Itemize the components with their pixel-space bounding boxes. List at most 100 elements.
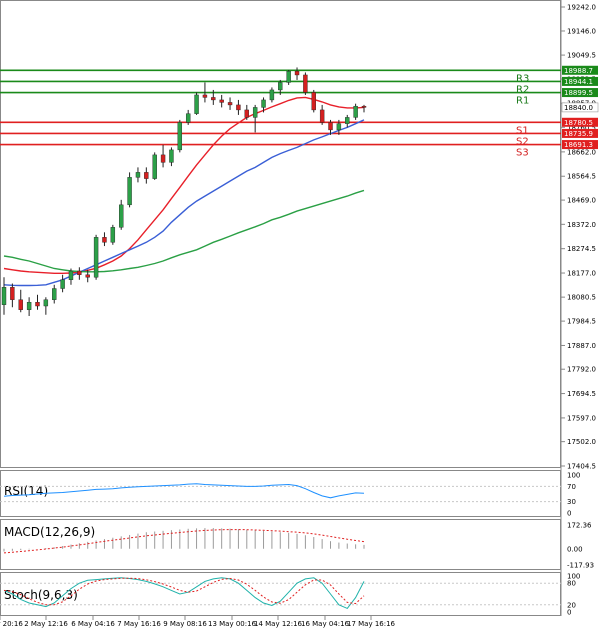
y-tick-label: 17597.0 — [567, 414, 596, 422]
candle — [261, 97, 266, 113]
rsi-tick-label: 70 — [567, 483, 576, 491]
stoch-label: Stoch(9,6,3) — [4, 588, 78, 602]
y-tick-label: 18177.0 — [567, 270, 596, 278]
candle-body-up — [60, 279, 65, 289]
candle-body-up — [43, 299, 49, 307]
main-pane — [0, 0, 561, 468]
candle-body-up — [127, 177, 132, 206]
candle-body-up — [119, 204, 124, 228]
candle — [227, 97, 233, 110]
candle — [319, 104, 325, 125]
candle-body-up — [169, 149, 174, 163]
level-name-s1: S1 — [516, 125, 529, 136]
candle — [144, 167, 149, 184]
candle-body-up — [269, 89, 275, 101]
candle — [93, 234, 99, 280]
stoch-pane — [0, 572, 561, 616]
y-tick-label: 18564.5 — [567, 173, 596, 181]
candle — [177, 119, 183, 153]
x-tick-label: 2 May 12:16 — [24, 620, 68, 628]
candle-body-down — [219, 99, 224, 103]
candle-body-down — [227, 102, 233, 106]
candle — [294, 67, 300, 80]
candle-body-down — [244, 109, 249, 118]
candle-body-down — [85, 274, 90, 278]
level-badge-text-r1: 18899.5 — [564, 89, 593, 97]
candle — [160, 144, 166, 168]
y-tick-label: 18469.0 — [567, 197, 596, 205]
candle — [211, 89, 216, 105]
candle-body-down — [361, 105, 367, 108]
macd-tick-label: 0.00 — [567, 545, 583, 553]
candle-body-down — [202, 94, 208, 98]
candle — [60, 274, 65, 293]
candle-body-down — [18, 299, 23, 310]
level-name-r2: R2 — [516, 84, 529, 95]
level-badge-text-r2: 18944.1 — [564, 78, 593, 86]
candle-body-up — [1, 287, 7, 305]
candle-body-down — [236, 104, 241, 111]
candle — [303, 72, 308, 95]
candle-body-up — [152, 154, 157, 179]
candle-body-up — [278, 82, 283, 91]
level-badge-s1 — [562, 117, 598, 127]
candle-body-up — [194, 94, 199, 114]
level-name-s2: S2 — [516, 136, 529, 147]
macd-label: MACD(12,26,9) — [4, 525, 95, 539]
candle-body-up — [286, 70, 291, 83]
moving-averages — [3, 96, 365, 287]
candle — [1, 277, 7, 315]
level-badge-r2 — [562, 76, 598, 86]
candle-body-up — [252, 107, 258, 118]
candle-body-up — [336, 123, 342, 131]
level-name-s3: S3 — [516, 148, 529, 159]
candle-body-up — [135, 172, 141, 178]
x-tick-label: 30 Apr 20:16 — [0, 620, 23, 628]
candle — [85, 269, 90, 283]
candle — [336, 119, 342, 135]
y-tick-label: 17502.0 — [567, 438, 596, 446]
y-tick-label: 18662.0 — [567, 148, 596, 156]
rsi-line — [3, 483, 365, 499]
stoch-tick-label: 100 — [567, 573, 580, 581]
candle-body-up — [26, 302, 32, 310]
candle-body-down — [311, 92, 316, 111]
candle — [269, 87, 275, 103]
level-badge-text-r3: 18988.7 — [564, 67, 593, 75]
candles — [1, 67, 367, 316]
y-tick-label: 17984.5 — [567, 318, 596, 326]
level-badge-text-s2: 18735.9 — [564, 130, 593, 138]
candle — [77, 267, 82, 280]
x-tick-label: 16 May 04:16 — [301, 620, 350, 628]
candle-body-down — [102, 237, 107, 243]
y-tick-label: 18080.5 — [567, 294, 596, 302]
y-tick-label: 18760.5 — [567, 124, 596, 132]
candle — [194, 92, 199, 115]
y-tick-label: 18372.0 — [567, 221, 596, 229]
candle — [252, 104, 258, 133]
level-badge-text-s3: 18691.3 — [564, 141, 593, 149]
candle — [286, 69, 291, 85]
candle-body-down — [77, 270, 82, 275]
candle — [311, 89, 316, 113]
candle-body-down — [328, 122, 333, 131]
candle — [219, 94, 224, 108]
macd-signal-line — [3, 529, 365, 554]
candle — [169, 147, 174, 167]
candle-body-up — [52, 288, 57, 300]
candle — [353, 103, 358, 120]
candle — [278, 79, 283, 95]
candle — [236, 99, 241, 115]
candle-body-up — [93, 237, 99, 278]
level-badge-r3 — [562, 65, 598, 75]
current-price-badge — [561, 102, 599, 113]
candle-body-down — [211, 97, 216, 101]
candle — [52, 284, 57, 304]
candle-body-up — [353, 105, 358, 118]
level-badge-s2 — [562, 128, 598, 138]
price-badges: 18988.7 18944.1 18899.5 18780.5 18735.9 18691… — [561, 65, 599, 150]
y-tick-label: 17792.0 — [567, 366, 596, 374]
stoch-k-line — [3, 577, 365, 610]
candle — [43, 297, 49, 315]
